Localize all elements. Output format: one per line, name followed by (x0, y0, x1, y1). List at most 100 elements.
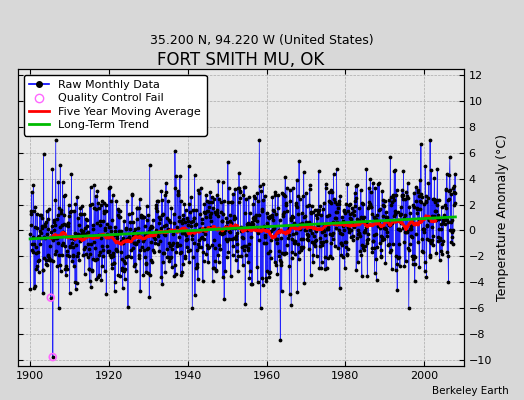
Point (171, 184, 179, 191)
Point (49, 354, 57, 360)
Point (180, 201, 189, 207)
Point (52, 216, 61, 222)
Point (388, 220, 397, 226)
Point (147, 256, 155, 263)
Point (153, 208, 161, 214)
Point (214, 252, 222, 258)
Point (411, 260, 419, 267)
Point (353, 182, 362, 188)
Point (368, 248, 376, 255)
Y-axis label: Temperature Anomaly (°C): Temperature Anomaly (°C) (496, 134, 509, 301)
Point (49, 354, 57, 360)
Point (205, 204, 213, 210)
Point (188, 232, 196, 238)
Point (70, 208, 78, 214)
Point (274, 228, 282, 235)
Point (122, 225, 130, 231)
Point (357, 252, 366, 258)
Point (194, 187, 202, 194)
Point (88, 201, 96, 208)
Point (247, 281, 256, 288)
Point (113, 235, 122, 241)
Point (372, 231, 380, 237)
Point (296, 220, 304, 227)
Point (372, 256, 380, 263)
Point (275, 248, 283, 254)
Point (112, 246, 120, 252)
Point (240, 243, 248, 249)
Point (132, 268, 140, 274)
Point (103, 221, 112, 227)
Point (396, 210, 405, 217)
Point (279, 191, 287, 197)
Point (107, 197, 115, 204)
Point (291, 251, 299, 258)
Point (349, 236, 357, 243)
Point (348, 204, 356, 211)
Point (118, 265, 126, 272)
Point (393, 260, 401, 267)
Point (419, 226, 428, 232)
Point (215, 246, 224, 252)
Point (310, 233, 318, 240)
Point (67, 170, 75, 177)
Point (431, 197, 439, 203)
Point (245, 275, 254, 282)
Point (278, 250, 286, 256)
Point (123, 236, 131, 242)
Point (341, 210, 349, 217)
Point (111, 224, 119, 230)
Point (91, 244, 100, 251)
Point (293, 241, 302, 248)
Point (445, 188, 453, 194)
Point (395, 226, 403, 232)
Point (57, 267, 65, 274)
Point (108, 265, 116, 272)
Point (230, 212, 238, 219)
Point (124, 237, 133, 243)
Point (210, 265, 218, 272)
Point (115, 214, 123, 220)
Point (34, 258, 42, 264)
Point (272, 236, 280, 242)
Point (229, 243, 237, 250)
Point (424, 180, 433, 186)
Point (30, 224, 39, 230)
Point (341, 239, 350, 245)
Point (381, 260, 390, 267)
Point (266, 248, 275, 254)
Point (330, 214, 339, 221)
Point (310, 206, 319, 213)
Point (388, 198, 396, 205)
Point (417, 191, 425, 197)
Point (92, 193, 100, 199)
Point (233, 248, 241, 254)
Point (28, 240, 36, 247)
Point (304, 237, 312, 243)
Point (78, 235, 86, 242)
Point (133, 205, 141, 212)
Point (113, 248, 122, 254)
Point (203, 242, 211, 248)
Point (375, 180, 384, 187)
Point (285, 224, 293, 231)
Point (137, 234, 145, 240)
Point (116, 214, 124, 220)
Point (346, 210, 355, 217)
Point (280, 250, 289, 256)
Point (246, 268, 255, 275)
Point (179, 260, 188, 267)
Point (130, 240, 139, 247)
Point (57, 210, 65, 216)
Point (301, 212, 310, 219)
Point (36, 212, 44, 218)
Point (357, 187, 365, 194)
Point (276, 216, 284, 223)
Point (399, 225, 407, 231)
Point (447, 229, 456, 235)
Point (43, 252, 52, 258)
Point (316, 243, 324, 250)
Point (61, 266, 70, 272)
Point (400, 262, 409, 269)
Point (69, 253, 77, 259)
